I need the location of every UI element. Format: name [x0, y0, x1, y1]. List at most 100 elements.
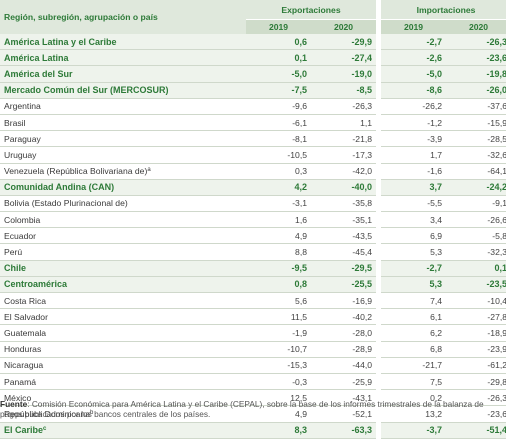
exports-2020-value: -45,4: [311, 243, 377, 261]
exports-2020-value: -19,0: [311, 65, 377, 83]
column-gap: [376, 34, 382, 50]
aggregate-row: América Latina 0,1 -27,4 -2,6 -23,6: [0, 49, 506, 67]
imports-2020-value: -32,6: [446, 146, 506, 164]
exports-2020-value: -35,8: [311, 195, 377, 213]
table-row: Nicaragua -15,3 -44,0 -21,7 -61,2: [0, 357, 506, 374]
exports-2020-value: -35,1: [311, 211, 377, 229]
row-label-cell: Venezuela (República Bolivariana de)a: [0, 163, 246, 180]
table-row: Perú 8,8 -45,4 5,3 -32,3: [0, 243, 506, 261]
exports-group-header: Exportaciones: [246, 0, 377, 20]
exports-2019-value: 0,8: [246, 276, 311, 294]
exports-2020-value: -40,2: [311, 308, 377, 326]
row-label-cell: Paraguay: [0, 130, 246, 148]
imports-2019-value: -21,7: [381, 357, 447, 374]
imports-2020-value: -26,3: [446, 389, 506, 407]
imports-2019-value: 13,2: [381, 405, 447, 423]
row-label-cell: Perú: [0, 243, 246, 261]
imports-2020-value: -51,4: [446, 422, 506, 439]
table-row: México 12,5 -43,1 0,2 -26,3: [0, 389, 506, 407]
exports-2020-value: -28,9: [311, 341, 377, 358]
source-label: Fuente: [0, 399, 28, 409]
exports-2019-value: 0,1: [246, 49, 311, 67]
row-label-cell: América del Sur: [0, 65, 246, 83]
row-label-cell: Argentina: [0, 98, 246, 115]
row-label: República Dominicana: [4, 408, 90, 419]
row-label: Panamá: [4, 376, 37, 387]
exports-2019-value: 8,3: [246, 422, 311, 439]
row-label: Uruguay: [4, 149, 37, 160]
table-body: América Latina y el Caribe 0,6 -29,9 -2,7 -2…: [0, 34, 506, 439]
imports-2019-value: 6,1: [381, 308, 447, 326]
imports-2020-value: -9,1: [446, 195, 506, 213]
exports-2020-value: -26,3: [311, 98, 377, 115]
footnote-marker: b: [89, 409, 94, 416]
row-label: América Latina: [4, 52, 69, 63]
imports-2019-value: -3,7: [381, 422, 447, 439]
row-label-cell: Honduras: [0, 341, 246, 358]
row-label-cell: América Latina: [0, 49, 246, 67]
row-label: Guatemala: [4, 327, 47, 338]
row-label: Comunidad Andina (CAN): [4, 182, 115, 193]
column-gap: [376, 179, 382, 196]
imports-2020-value: -24,2: [446, 179, 506, 196]
column-gap: [376, 49, 382, 66]
row-label-cell: Uruguay: [0, 146, 246, 164]
row-label: Bolivia (Estado Plurinacional de): [4, 198, 128, 209]
imports-2020-value: -26,6: [446, 211, 506, 229]
row-label-cell: Brasil: [0, 114, 246, 132]
exports-2020-value: -25,5: [311, 276, 377, 294]
exports-2020-value: -21,8: [311, 130, 377, 148]
exports-2020-value: -29,9: [311, 34, 377, 51]
imports-2019-value: -1,2: [381, 114, 447, 132]
table-row: Guatemala -1,9 -28,0 6,2 -18,9: [0, 324, 506, 342]
imports-2019-value: 6,9: [381, 227, 447, 245]
imports-2019-value: -5,0: [381, 65, 447, 83]
aggregate-row: Comunidad Andina (CAN) 4,2 -40,0 3,7 -24,2: [0, 179, 506, 196]
exports-2019-value: 4,9: [246, 227, 311, 245]
exports-2020-value: -16,9: [311, 292, 377, 310]
row-label-cell: El Caribec: [0, 422, 246, 439]
imports-2019-value: -5,5: [381, 195, 447, 213]
exports-2020-value: -63,3: [311, 422, 377, 439]
row-label-cell: Comunidad Andina (CAN): [0, 179, 246, 196]
imports-2020-value: -28,5: [446, 130, 506, 148]
imports-2020-value: -27,8: [446, 308, 506, 326]
imports-2019-value: -2,7: [381, 34, 447, 51]
exports-2019-value: 4,2: [246, 179, 311, 196]
exports-2020-value: -44,0: [311, 357, 377, 374]
exports-2019-value: 1,6: [246, 211, 311, 229]
row-label-cell: Ecuador: [0, 227, 246, 245]
imports-2019-value: 7,4: [381, 292, 447, 310]
column-gap: [376, 260, 382, 277]
row-label-cell: Bolivia (Estado Plurinacional de): [0, 195, 246, 213]
imports-2019-value: -8,6: [381, 82, 447, 99]
row-label-cell: América Latina y el Caribe: [0, 34, 246, 51]
exports-2019-value: -9,6: [246, 98, 311, 115]
imports-2019-value: -2,6: [381, 49, 447, 67]
imports-2019-value: 7,5: [381, 373, 447, 391]
row-label: Centroamérica: [4, 279, 68, 290]
table-row: Colombia 1,6 -35,1 3,4 -26,6: [0, 211, 506, 229]
exports-2020-value: -8,5: [311, 82, 377, 99]
row-label-cell: Panamá: [0, 373, 246, 391]
table-row: Panamá -0,3 -25,9 7,5 -29,8: [0, 373, 506, 391]
imports-2020-value: -29,8: [446, 373, 506, 391]
imports-2020-value: -32,3: [446, 243, 506, 261]
exports-2019-value: 5,6: [246, 292, 311, 310]
row-label-cell: México: [0, 389, 246, 407]
aggregate-row: Mercado Común del Sur (MERCOSUR) -7,5 -8,5…: [0, 82, 506, 99]
row-label-cell: El Salvador: [0, 308, 246, 326]
imports-2019-value: 3,7: [381, 179, 447, 196]
row-label: El Caribe: [4, 425, 44, 436]
exports-2019-value: -9,5: [246, 260, 311, 277]
imports-2019-value: 1,7: [381, 146, 447, 164]
exports-2019-value: -15,3: [246, 357, 311, 374]
exports-2019-header: 2019: [246, 19, 311, 34]
exports-2019-value: -3,1: [246, 195, 311, 213]
imports-2020-value: -5,8: [446, 227, 506, 245]
source-note: Fuente: Comisión Económica para América …: [0, 399, 502, 419]
row-label-cell: Nicaragua: [0, 357, 246, 374]
aggregate-row: Chile -9,5 -29,5 -2,7 0,1: [0, 260, 506, 277]
